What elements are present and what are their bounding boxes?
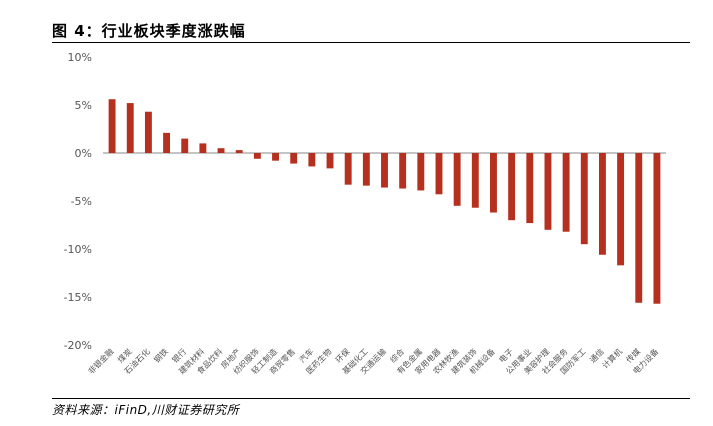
- figure-title: 图 4：行业板块季度涨跌幅: [52, 22, 246, 40]
- bar: [598, 153, 606, 255]
- bar: [181, 138, 189, 153]
- source-divider: [52, 398, 690, 399]
- y-tick-label: -10%: [64, 243, 92, 256]
- bar: [471, 153, 479, 208]
- y-tick-label: -15%: [64, 291, 92, 304]
- y-tick-label: -5%: [71, 195, 92, 208]
- bar: [108, 99, 116, 153]
- bar: [580, 153, 588, 245]
- bar: [399, 153, 407, 189]
- bar: [217, 148, 225, 153]
- bar: [381, 153, 388, 188]
- bar: [199, 143, 207, 153]
- bar: [144, 111, 152, 153]
- bar: [508, 153, 516, 221]
- x-tick-label: 钢铁: [152, 346, 170, 364]
- bar: [235, 150, 243, 153]
- bar: [526, 153, 534, 224]
- bar: [562, 153, 570, 232]
- bar: [290, 153, 298, 164]
- y-tick-label: 5%: [75, 99, 92, 112]
- bar: [635, 153, 643, 303]
- bar: [417, 153, 425, 191]
- title-divider: [52, 42, 690, 43]
- bar: [453, 153, 461, 206]
- bar: [435, 153, 443, 195]
- y-tick-label: 10%: [68, 51, 92, 64]
- y-tick-label: -20%: [64, 339, 92, 352]
- bar: [253, 153, 261, 159]
- bar: [362, 153, 370, 186]
- source-note: 资料来源：iFinD,川财证券研究所: [52, 403, 240, 417]
- bar: [653, 153, 661, 304]
- bar: [490, 153, 497, 213]
- y-tick-label: 0%: [75, 147, 92, 160]
- bar: [344, 153, 352, 185]
- bar: [326, 153, 334, 169]
- x-tick-label: 计算机: [600, 346, 624, 370]
- bar: [272, 153, 279, 161]
- bar: [544, 153, 552, 230]
- bar: [617, 153, 625, 266]
- bar: [163, 132, 171, 153]
- bar: [126, 103, 134, 153]
- bar: [308, 153, 316, 167]
